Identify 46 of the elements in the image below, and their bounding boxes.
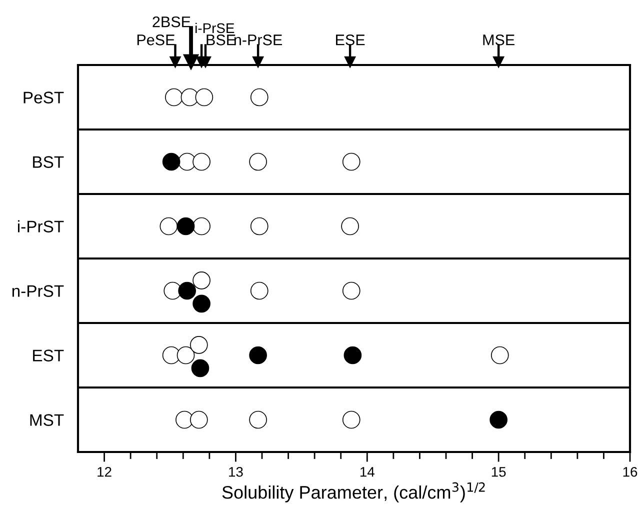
point <box>249 410 267 429</box>
point <box>192 217 210 236</box>
point <box>192 152 210 171</box>
point <box>178 282 196 300</box>
ref-line-label: ESE <box>336 34 365 46</box>
ref-line-label: PeSE <box>137 34 175 46</box>
x-axis-title: Solubility Parameter, (cal/cm$^{3}$)$^{1/2}$ <box>222 482 485 502</box>
x-tick-label: 15 <box>492 467 506 477</box>
point <box>342 410 360 429</box>
point <box>344 346 362 364</box>
x-tick-label: 14 <box>360 467 374 477</box>
point <box>249 152 267 171</box>
point <box>250 282 268 300</box>
ref-line-label: BSE <box>206 34 236 46</box>
point <box>165 88 183 106</box>
point <box>176 410 194 429</box>
point <box>341 217 359 236</box>
ref-line-label: n-PrSE <box>234 34 282 46</box>
point <box>195 88 214 106</box>
y-tick-label: n-PrST <box>12 285 64 297</box>
point <box>190 410 208 429</box>
x-tick-label: 12 <box>98 466 112 477</box>
point <box>342 282 360 300</box>
point <box>342 152 360 171</box>
ref-line-label: i-PrSE <box>196 22 234 34</box>
y-tick-label: PeST <box>24 92 64 104</box>
y-tick-label: EST <box>33 350 64 362</box>
point <box>176 346 195 364</box>
point <box>164 282 182 300</box>
x-tick-label: 16 <box>623 466 638 477</box>
point <box>162 346 180 364</box>
point <box>180 88 199 106</box>
ref-line-label: 2BSE <box>152 16 190 28</box>
point <box>176 217 195 236</box>
y-tick-label: i-PrST <box>18 220 64 232</box>
x-tick-label: 13 <box>229 466 243 477</box>
point <box>490 410 508 429</box>
ref-line-label: MSE <box>483 34 514 46</box>
y-tick-label: MST <box>30 414 64 426</box>
y-tick-label: BST <box>33 156 64 168</box>
point <box>249 346 267 364</box>
point <box>250 88 268 106</box>
point <box>490 346 509 364</box>
point <box>250 217 268 236</box>
point <box>160 217 178 236</box>
point <box>162 152 180 171</box>
